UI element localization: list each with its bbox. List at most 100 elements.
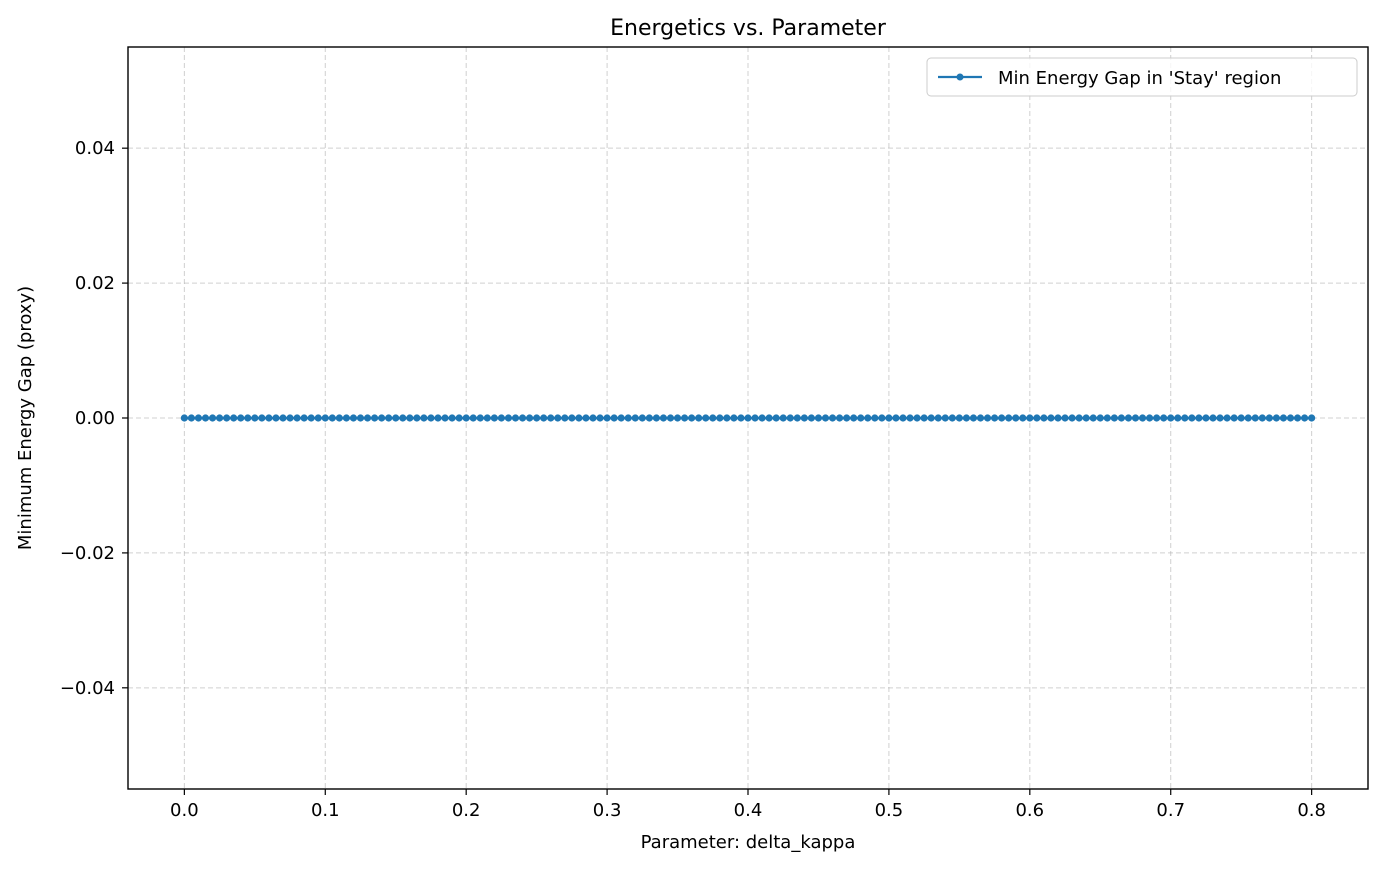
data-point — [1019, 414, 1027, 422]
data-point — [342, 414, 351, 422]
data-point — [793, 414, 801, 422]
data-point — [335, 414, 343, 422]
data-point — [328, 414, 336, 422]
data-point — [1124, 414, 1133, 422]
data-point — [1258, 414, 1266, 422]
data-point — [857, 414, 865, 422]
y-axis: −0.04 −0.02 0.00 0.02 0.04 — [60, 138, 128, 699]
data-point — [385, 414, 393, 422]
data-point — [420, 414, 428, 422]
data-point — [511, 414, 520, 422]
data-point — [1040, 414, 1048, 422]
data-point — [582, 414, 590, 422]
data-point — [990, 414, 999, 422]
data-point — [363, 414, 372, 422]
x-tick-label: 0.1 — [311, 800, 340, 821]
data-point — [518, 414, 527, 422]
data-point — [913, 414, 921, 422]
data-point — [709, 414, 717, 422]
data-point — [1160, 414, 1168, 422]
data-point — [941, 414, 949, 422]
data-point — [525, 414, 534, 422]
data-point — [934, 414, 942, 422]
data-point — [497, 414, 506, 422]
x-tick-label: 0.7 — [1156, 800, 1185, 821]
data-point — [631, 414, 639, 422]
data-point — [758, 414, 766, 422]
data-point — [955, 414, 963, 422]
data-point — [751, 414, 759, 422]
data-point — [1195, 414, 1203, 422]
data-point — [547, 414, 555, 422]
data-point — [772, 414, 780, 422]
data-point — [1181, 414, 1189, 422]
data-point — [540, 414, 548, 422]
data-point — [702, 414, 710, 422]
y-tick-label: 0.00 — [75, 408, 115, 429]
data-point — [871, 414, 879, 422]
data-point — [1286, 414, 1295, 422]
data-point — [279, 414, 287, 422]
series-layer — [180, 414, 1316, 422]
data-point — [638, 414, 646, 422]
data-point — [765, 414, 773, 422]
chart-title: Energetics vs. Parameter — [610, 16, 887, 41]
data-point — [237, 414, 245, 422]
data-point — [1061, 414, 1069, 422]
data-point — [1174, 414, 1182, 422]
data-point — [998, 414, 1006, 422]
data-point — [1237, 414, 1245, 422]
data-point — [293, 414, 301, 422]
data-point — [1068, 414, 1076, 422]
data-point — [321, 414, 329, 422]
data-point — [427, 414, 435, 422]
data-point — [1110, 414, 1118, 422]
data-point — [1131, 414, 1140, 422]
data-point — [1054, 414, 1062, 422]
y-tick-label: 0.04 — [75, 138, 115, 159]
data-point — [1216, 414, 1224, 422]
data-point — [406, 414, 414, 422]
data-point — [659, 414, 668, 422]
data-point — [504, 414, 513, 422]
data-point — [448, 414, 456, 422]
x-tick-label: 0.5 — [875, 800, 904, 821]
y-tick-label: −0.02 — [60, 543, 115, 564]
data-point — [349, 414, 358, 422]
data-point — [1251, 414, 1259, 422]
y-axis-label: Minimum Energy Gap (proxy) — [15, 286, 36, 550]
y-tick-label: 0.02 — [75, 273, 115, 294]
data-point — [645, 414, 653, 422]
data-point — [215, 414, 224, 422]
data-point — [476, 414, 484, 422]
data-point — [455, 414, 463, 422]
data-point — [1005, 414, 1013, 422]
data-point — [356, 414, 365, 422]
data-point — [300, 414, 308, 422]
data-point — [1033, 414, 1041, 422]
data-point — [786, 414, 794, 422]
data-point — [399, 414, 407, 422]
data-point — [1096, 414, 1104, 422]
data-point — [1138, 414, 1147, 422]
data-point — [1012, 414, 1020, 422]
data-point — [730, 414, 738, 422]
data-point — [378, 414, 386, 422]
data-point — [821, 414, 830, 422]
plot-frame — [127, 46, 1369, 790]
data-point — [1145, 414, 1154, 422]
data-point — [878, 414, 886, 422]
data-point — [258, 414, 266, 422]
data-point — [314, 414, 322, 422]
data-point — [434, 414, 442, 422]
data-point — [575, 414, 583, 422]
data-point — [180, 414, 188, 422]
data-point — [1265, 414, 1273, 422]
data-point — [568, 414, 576, 422]
data-point — [800, 414, 808, 422]
data-point — [695, 414, 703, 422]
data-point — [1293, 414, 1302, 422]
data-point — [673, 414, 682, 422]
data-point — [589, 414, 597, 422]
